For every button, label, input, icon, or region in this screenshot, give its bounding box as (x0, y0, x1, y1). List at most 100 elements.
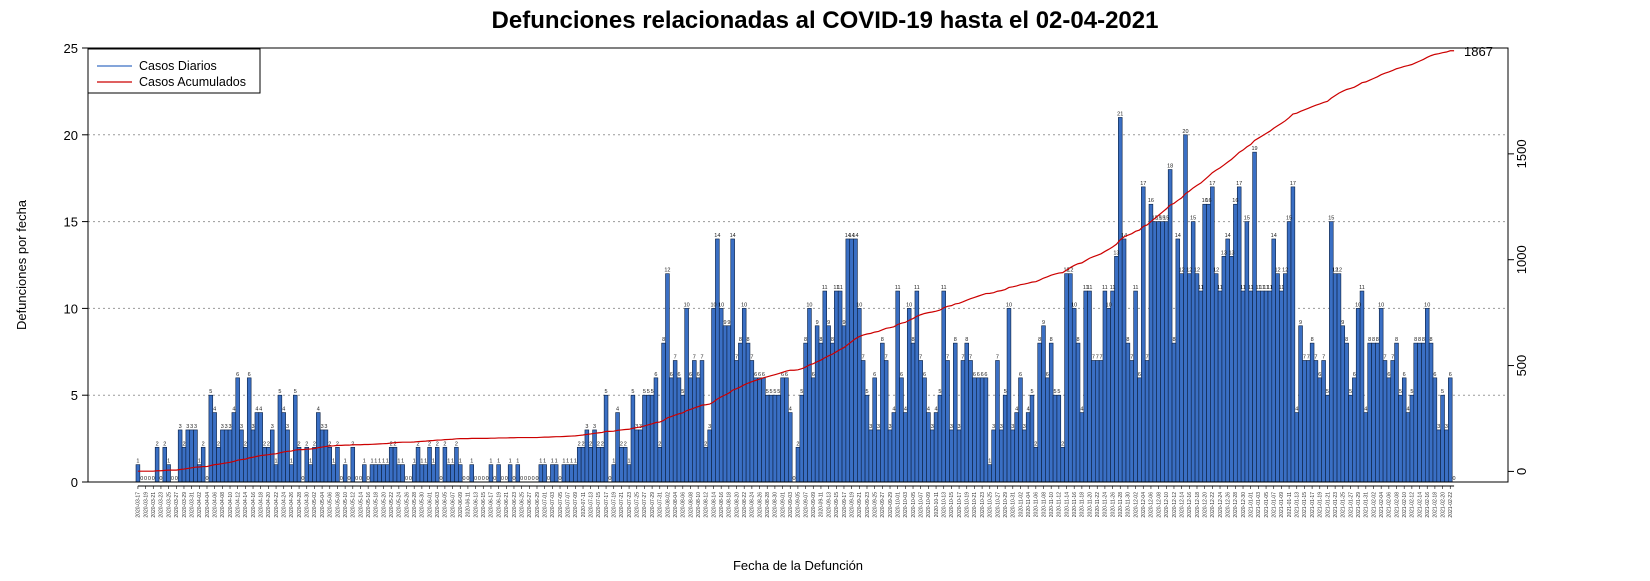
bar-value-label: 8 (1038, 337, 1041, 343)
x-tick-label: 2020-11-18 (1080, 492, 1086, 517)
bar (715, 238, 720, 483)
bar (266, 446, 271, 483)
bar (1371, 342, 1376, 483)
bar-value-label: 12 (1213, 268, 1219, 274)
bar-value-label: 5 (777, 389, 780, 395)
bar (1386, 377, 1392, 483)
bar (669, 377, 674, 483)
bar-value-label: 3 (635, 424, 638, 430)
x-tick-label: 2020-05-02 (312, 492, 318, 518)
bar (289, 464, 294, 483)
bar (1141, 186, 1146, 483)
bar (726, 325, 732, 483)
bar (749, 360, 755, 483)
bar-value-label: 4 (213, 407, 216, 413)
bar-value-label: 1 (470, 459, 473, 465)
bar-value-label: 3 (286, 424, 289, 430)
y2-tick-label: 500 (1514, 355, 1529, 377)
x-tick-label: 2020-11-08 (1041, 492, 1047, 517)
bar (177, 429, 183, 483)
bar-value-label: 2 (416, 441, 419, 447)
bar (1183, 134, 1188, 483)
bar-value-label: 2 (597, 441, 600, 447)
bar (1217, 290, 1223, 483)
x-tick-label: 2020-07-03 (550, 492, 556, 518)
bar-value-label: 4 (255, 407, 258, 413)
x-tick-label: 2021-02-20 (1440, 492, 1446, 518)
x-tick-label: 2020-07-01 (542, 492, 548, 518)
bar-value-label: 4 (232, 407, 235, 413)
bar-value-label: 4 (1027, 407, 1030, 413)
x-tick-label: 2021-01-21 (1325, 492, 1331, 518)
bar-value-label: 2 (298, 441, 301, 447)
bar-value-label: 1 (344, 459, 347, 465)
x-tick-label: 2020-09-11 (819, 492, 825, 517)
bar-value-label: 12 (1275, 268, 1281, 274)
bar (1102, 290, 1108, 483)
bar (312, 446, 317, 483)
bar-value-label: 7 (969, 354, 972, 360)
bar-value-label: 12 (1336, 268, 1342, 274)
bar (538, 464, 544, 483)
bar-value-label: 10 (1006, 302, 1012, 308)
bar-value-label: 4 (1364, 407, 1367, 413)
x-tick-label: 2020-11-14 (1064, 492, 1070, 517)
bar-value-label: 11 (1259, 285, 1265, 291)
bar-value-label: 3 (877, 424, 880, 430)
bar (1064, 273, 1069, 483)
bar-value-label: 6 (873, 372, 876, 378)
bar (768, 394, 774, 483)
bar-value-label: 10 (856, 302, 862, 308)
bar (1359, 290, 1365, 483)
bar (922, 377, 927, 483)
bar (722, 325, 728, 483)
x-tick-label: 2020-12-10 (1164, 492, 1170, 518)
bar (1344, 342, 1349, 483)
x-tick-label: 2020-05-08 (335, 492, 341, 518)
bar-value-label: 0 (482, 476, 485, 482)
bar (1213, 273, 1219, 483)
bar (1313, 360, 1319, 483)
bar-value-label: 14 (845, 233, 851, 239)
x-tick-label: 2020-03-17 (136, 492, 142, 518)
x-tick-label: 2021-01-11 (1287, 492, 1293, 517)
x-tick-label: 2020-10-07 (919, 492, 925, 518)
x-tick-label: 2020-09-15 (834, 492, 840, 518)
bar-value-label: 8 (1076, 337, 1079, 343)
bar (1137, 377, 1142, 483)
bar (1133, 290, 1138, 483)
bar-value-label: 1 (551, 459, 554, 465)
x-tick-label: 2020-03-29 (182, 492, 188, 518)
bar (1263, 290, 1269, 483)
bar-value-label: 0 (501, 476, 504, 482)
bar (1206, 203, 1211, 483)
bar-value-label: 1 (370, 459, 373, 465)
bar-value-label: 5 (865, 389, 868, 395)
bar-value-label: 11 (1279, 285, 1285, 291)
bar-value-label: 7 (862, 354, 865, 360)
bar (937, 394, 943, 483)
bar-value-label: 1 (570, 459, 573, 465)
x-tick-label: 2020-05-14 (358, 492, 364, 518)
bar (933, 412, 939, 483)
bar-value-label: 2 (796, 441, 799, 447)
bar-value-label: 0 (493, 476, 496, 482)
bar-value-label: 5 (651, 389, 654, 395)
x-tick-label: 2020-07-31 (658, 492, 664, 518)
bar-value-label: 7 (1096, 354, 1099, 360)
x-tick-label: 2020-06-29 (535, 492, 541, 518)
bar (1129, 360, 1134, 483)
bar-value-label: 11 (1083, 285, 1089, 291)
bar (1198, 290, 1204, 483)
bar-value-label: 15 (1159, 216, 1165, 222)
bar-value-label: 10 (718, 302, 724, 308)
bar (1329, 221, 1334, 483)
bar-value-label: 1 (543, 459, 546, 465)
bar (588, 446, 593, 483)
bar-value-label: 14 (714, 233, 720, 239)
bar (929, 429, 935, 483)
bar-value-label: 0 (512, 476, 515, 482)
bar (764, 394, 770, 483)
bar-value-label: 6 (812, 372, 815, 378)
bar-value-label: 10 (1071, 302, 1077, 308)
